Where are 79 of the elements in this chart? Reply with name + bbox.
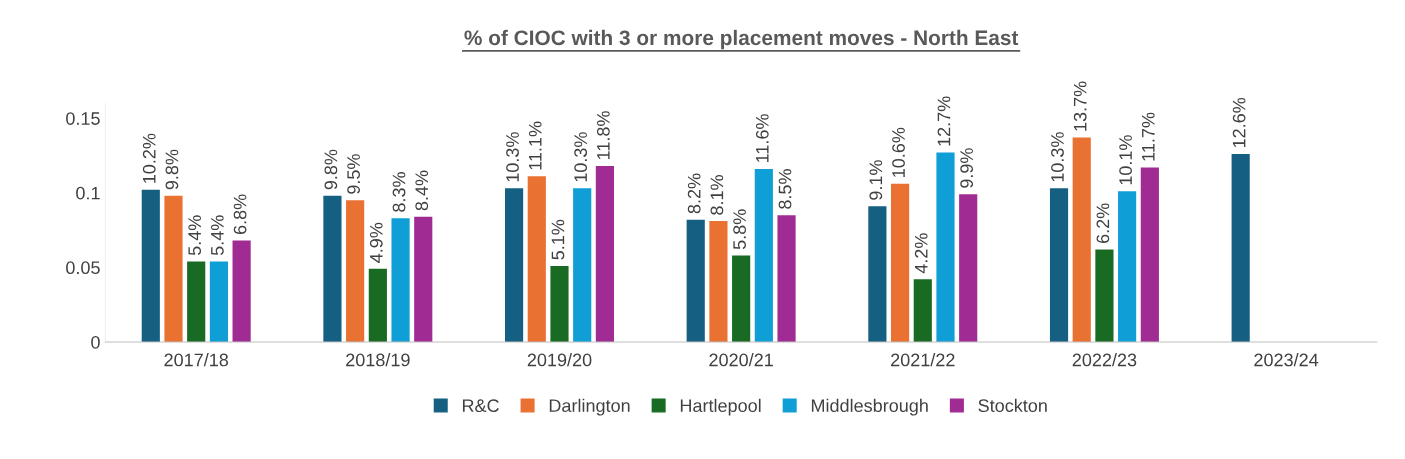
data-label: 11.7%	[1141, 112, 1155, 161]
data-label: 6.2%	[1096, 203, 1110, 243]
data-label: 10.1%	[1119, 135, 1132, 185]
bar	[232, 240, 251, 342]
data-label: 8.4%	[415, 170, 429, 211]
data-label: 9.1%	[869, 160, 883, 200]
data-label: 12.6%	[1232, 97, 1246, 148]
data-label: 9.9%	[960, 148, 974, 188]
data-label: 4.9%	[369, 222, 383, 263]
bar	[891, 183, 910, 342]
bar	[141, 189, 160, 342]
bar	[209, 261, 228, 342]
x-tick-label: 2017/18	[164, 353, 229, 367]
x-tick-label: 2022/23	[1072, 353, 1137, 367]
bar	[732, 255, 751, 342]
data-label: 12.7%	[937, 96, 951, 146]
y-tick-label: 0.15	[66, 112, 100, 125]
data-label: 5.8%	[733, 209, 746, 250]
bar	[573, 188, 592, 342]
legend-label: R&C	[462, 399, 499, 413]
data-label: 5.4%	[211, 215, 224, 256]
bar	[686, 219, 705, 342]
data-label: 9.5%	[347, 154, 360, 194]
bar	[505, 188, 524, 342]
data-label: 10.3%	[574, 132, 588, 182]
data-label: 6.8%	[233, 194, 247, 235]
bar	[1231, 153, 1250, 342]
y-tick-label: 0	[91, 335, 100, 349]
bar	[868, 206, 887, 342]
legend-label: Stockton	[978, 398, 1047, 413]
x-tick-label: 2020/21	[709, 353, 773, 367]
bar	[414, 216, 433, 342]
bar	[164, 195, 183, 342]
bar	[346, 200, 365, 342]
x-tick-label: 2021/22	[891, 353, 955, 367]
data-label: 8.1%	[710, 175, 724, 215]
bar	[1072, 137, 1091, 342]
x-tick-label: 2023/24	[1254, 353, 1319, 367]
bar	[1095, 249, 1114, 342]
bar	[550, 265, 569, 342]
bar	[323, 195, 342, 342]
bar	[527, 176, 546, 342]
bar	[754, 168, 773, 342]
data-label: 11.6%	[755, 114, 769, 162]
data-label: 8.3%	[392, 172, 406, 212]
bar	[368, 268, 387, 342]
data-label: 11.8%	[596, 111, 610, 159]
data-label: 10.2%	[142, 133, 156, 183]
legend-label: Middlesbrough	[811, 398, 928, 416]
data-label: 9.8%	[324, 149, 338, 190]
bar	[391, 218, 410, 342]
data-label: 10.3%	[1051, 132, 1064, 182]
y-tick-label: 0.05	[66, 261, 100, 275]
bar	[777, 215, 796, 342]
legend-label: Hartlepool	[680, 398, 761, 416]
bar	[913, 279, 932, 342]
data-label: 4.2%	[914, 233, 928, 274]
data-label: 11.1%	[528, 121, 542, 170]
data-label: 8.5%	[778, 169, 792, 209]
bar	[1049, 188, 1069, 342]
data-label: 9.8%	[165, 149, 179, 190]
y-tick-label: 0.1	[76, 186, 100, 200]
bar	[959, 194, 978, 342]
bar	[936, 152, 955, 342]
legend-label: Darlington	[549, 398, 630, 416]
bar	[595, 165, 614, 342]
bar	[1118, 191, 1137, 342]
bar	[709, 221, 728, 342]
bar	[187, 261, 206, 342]
data-label: 10.3%	[506, 132, 519, 182]
chart-title: % of CIOC with 3 or more placement moves - North East	[464, 29, 1019, 50]
x-tick-label: 2019/20	[527, 353, 592, 367]
data-label: 10.6%	[892, 127, 905, 177]
data-label: 13.7%	[1073, 81, 1087, 131]
data-label: 8.2%	[687, 173, 701, 214]
data-label: 5.1%	[551, 219, 565, 260]
data-label: 5.4%	[188, 215, 202, 256]
bar	[1140, 167, 1159, 342]
x-tick-label: 2018/19	[346, 353, 410, 367]
